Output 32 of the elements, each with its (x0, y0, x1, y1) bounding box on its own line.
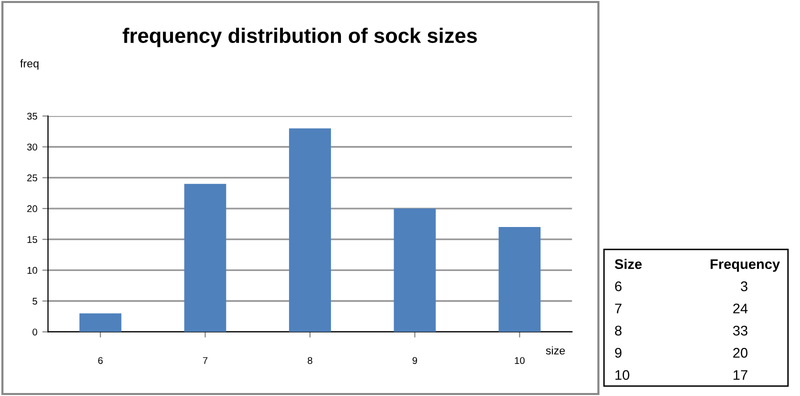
text: 3 (740, 281, 748, 292)
x-tick-label: 7 (202, 357, 208, 364)
text: 10 (615, 370, 630, 380)
x-axis-title: size (546, 346, 565, 355)
text: 20 (733, 348, 748, 358)
text: Frequency (710, 259, 780, 272)
y-axis-title: freq (20, 59, 38, 70)
text: 8 (615, 326, 622, 336)
y-tick-label: 0 (32, 328, 38, 336)
y-tick-label: 30 (27, 144, 38, 150)
text: 6 (615, 281, 622, 292)
x-tick-label: 8 (308, 357, 312, 364)
y-tick-label: 20 (27, 205, 38, 212)
y-tick-label: 35 (27, 112, 38, 120)
bar (394, 208, 436, 332)
y-tick-label: 15 (28, 236, 38, 243)
text: 17 (734, 370, 748, 380)
bar (498, 227, 541, 332)
x-tick-label: 6 (98, 357, 103, 364)
bar (79, 313, 122, 332)
text: Size (614, 258, 642, 270)
text: 33 (733, 326, 748, 336)
bar (289, 128, 331, 332)
text: 24 (733, 304, 748, 314)
bar (184, 184, 226, 332)
x-tick-label: 10 (514, 357, 525, 364)
chart-title: frequency distribution of sock sizes (122, 28, 477, 48)
y-tick-label: 5 (32, 298, 38, 305)
y-tick-label: 25 (27, 174, 38, 182)
text: 7 (615, 304, 622, 314)
y-tick-label: 10 (28, 266, 38, 274)
x-tick-label: 9 (412, 357, 418, 364)
